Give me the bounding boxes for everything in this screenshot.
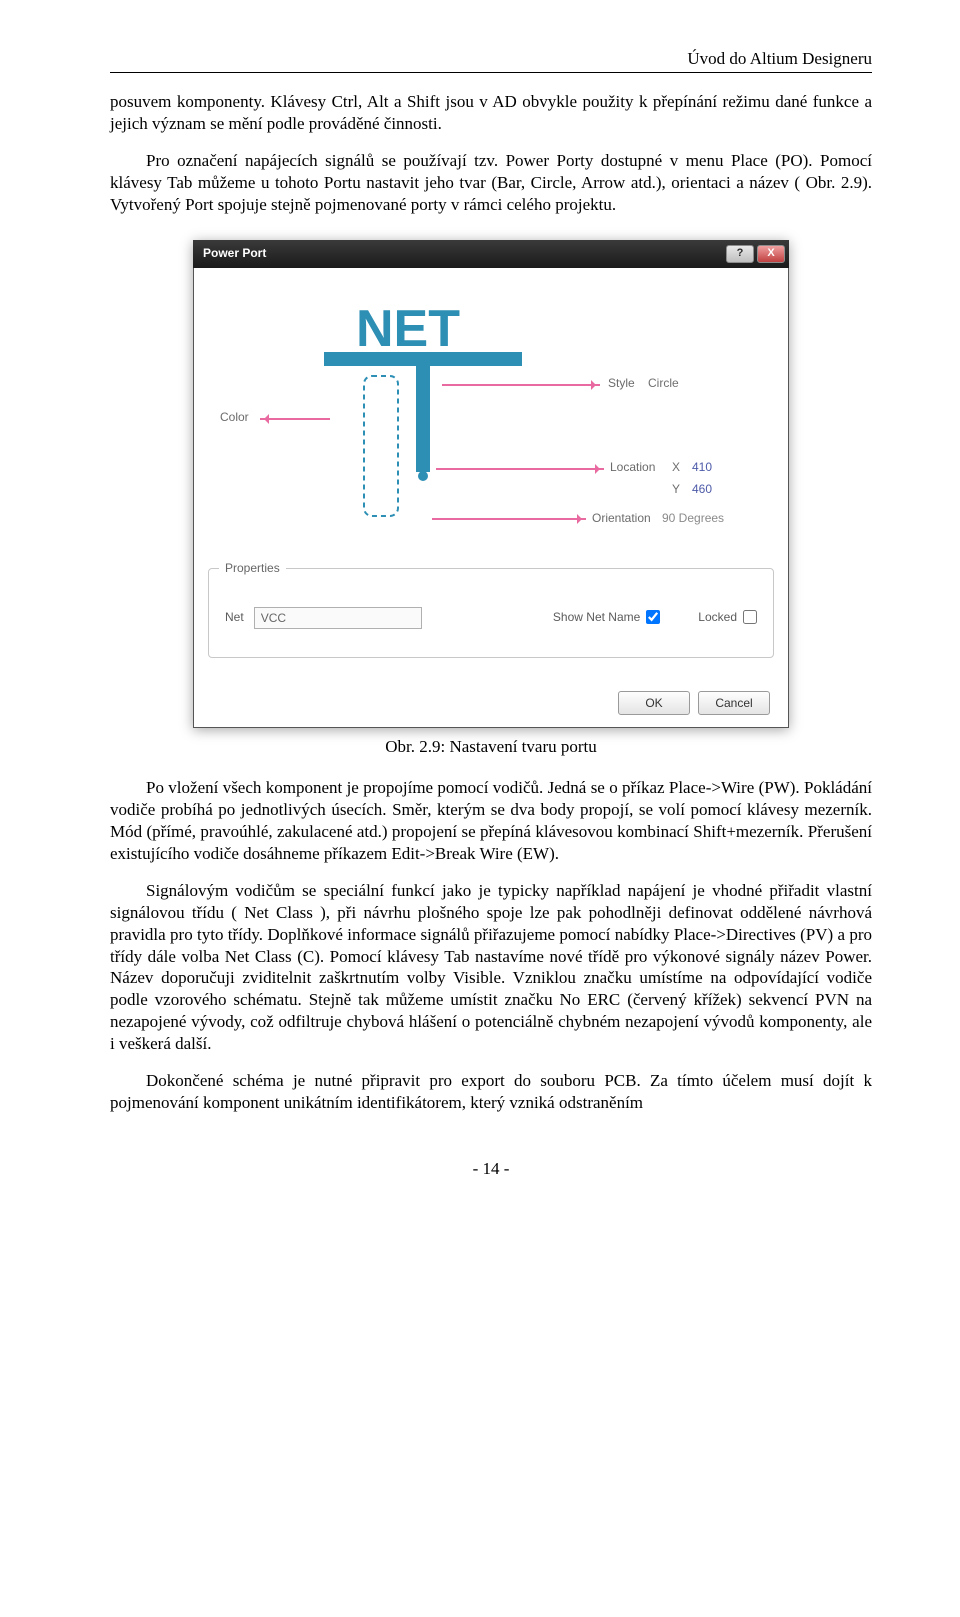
label-color: Color [220, 410, 249, 425]
dialog-body: NET Color Style Circle [193, 268, 789, 728]
header-rule [110, 72, 872, 73]
dialog-title: Power Port [203, 246, 266, 261]
cancel-button[interactable]: Cancel [698, 691, 770, 715]
paragraph-4: Signálovým vodičům se speciální funkcí j… [110, 880, 872, 1054]
arrow-location [436, 468, 604, 470]
label-location: Location [610, 460, 655, 475]
figure-caption: Obr. 2.9: Nastavení tvaru portu [110, 736, 872, 758]
net-label: Net [225, 610, 244, 625]
show-net-name-checkbox[interactable] [646, 610, 660, 624]
dialog-button-row: OK Cancel [618, 691, 770, 715]
locked-checkbox[interactable] [743, 610, 757, 624]
value-x[interactable]: 410 [692, 460, 712, 475]
value-orientation[interactable]: 90 Degrees [662, 511, 724, 526]
label-orientation: Orientation [592, 511, 651, 526]
value-y[interactable]: 460 [692, 482, 712, 497]
arrow-color [260, 418, 330, 420]
page-header-title: Úvod do Altium Designeru [110, 48, 872, 70]
net-input[interactable] [254, 607, 422, 629]
value-style[interactable]: Circle [648, 376, 679, 391]
svg-text:NET: NET [356, 300, 460, 358]
properties-legend: Properties [219, 561, 286, 576]
page-number: - 14 - [110, 1158, 872, 1180]
arrow-orientation [432, 518, 586, 520]
dialog-titlebar: Power Port ? X [193, 240, 789, 268]
paragraph-1: posuvem komponenty. Klávesy Ctrl, Alt a … [110, 91, 872, 135]
net-symbol-preview: NET [304, 286, 564, 556]
ok-button[interactable]: OK [618, 691, 690, 715]
power-port-dialog: Power Port ? X NET [193, 240, 789, 728]
locked-label: Locked [698, 610, 737, 625]
paragraph-3: Po vložení všech komponent je propojíme … [110, 777, 872, 864]
label-style: Style [608, 376, 635, 391]
label-y: Y [672, 482, 680, 497]
close-button[interactable]: X [757, 245, 785, 263]
properties-group: Properties Net Show Net Name Locked [208, 568, 774, 658]
label-x: X [672, 460, 680, 475]
arrow-style [442, 384, 600, 386]
paragraph-5: Dokončené schéma je nutné připravit pro … [110, 1070, 872, 1114]
help-button[interactable]: ? [726, 245, 754, 263]
net-preview-area: NET Color Style Circle [194, 268, 788, 568]
show-net-name-label: Show Net Name [553, 610, 640, 625]
figure-2-9: Power Port ? X NET [110, 240, 872, 728]
paragraph-2: Pro označení napájecích signálů se použí… [110, 150, 872, 215]
